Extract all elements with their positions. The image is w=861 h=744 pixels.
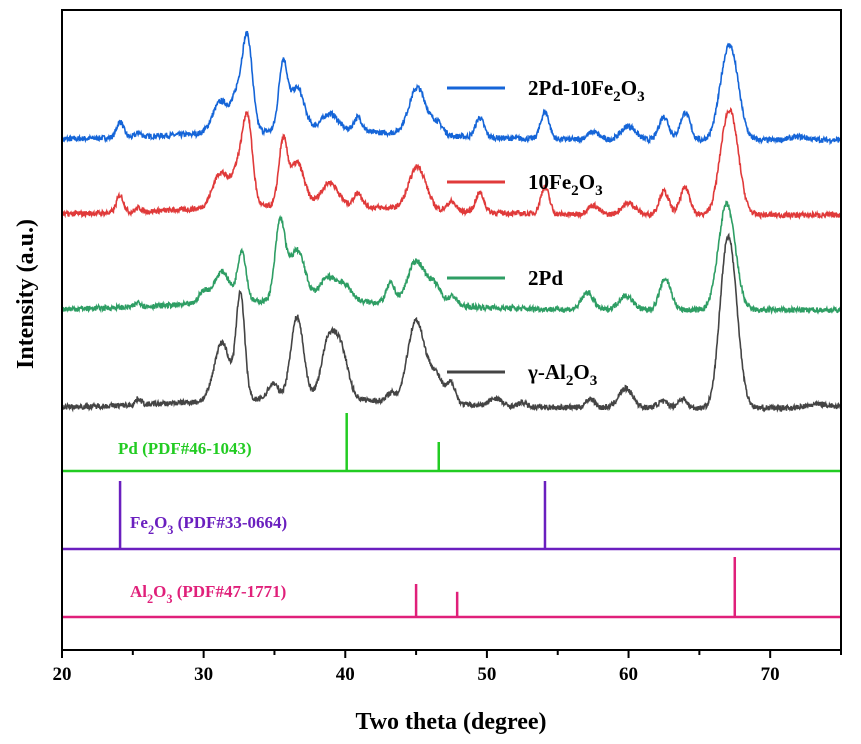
legend: 2Pd-10Fe2O3 10Fe2O3 2Pd γ-Al2O3: [447, 76, 645, 389]
x-tick-label: 20: [53, 664, 72, 685]
reference-label: Fe2O3 (PDF#33-0664): [130, 513, 287, 537]
x-axis-title: Two theta (degree): [355, 709, 546, 735]
reference-label: Al2O3 (PDF#47-1771): [130, 582, 286, 606]
x-tick-label: 60: [619, 664, 638, 685]
legend-label: γ-Al2O3: [527, 360, 598, 389]
x-axis: 20 30 40 50 60 70: [53, 650, 842, 685]
series-line: [61, 30, 842, 146]
x-tick-label: 70: [761, 664, 780, 685]
legend-label: 2Pd-10Fe2O3: [528, 76, 645, 105]
legend-label: 2Pd: [528, 266, 563, 290]
series-line: [61, 200, 842, 316]
reference-label: Pd (PDF#46-1043): [118, 439, 252, 458]
x-tick-label: 30: [194, 664, 213, 685]
series-line: [61, 232, 842, 413]
series-line: [61, 107, 842, 221]
x-tick-label: 50: [477, 664, 496, 685]
x-tick-label: 40: [336, 664, 355, 685]
reference-patterns: Pd (PDF#46-1043) Fe2O3 (PDF#33-0664) Al2O3…: [62, 413, 841, 619]
legend-label: 10Fe2O3: [528, 170, 603, 199]
plot-area: [61, 30, 842, 413]
y-axis-title: Intensity (a.u.): [13, 219, 39, 369]
plot-frame: [61, 9, 842, 651]
